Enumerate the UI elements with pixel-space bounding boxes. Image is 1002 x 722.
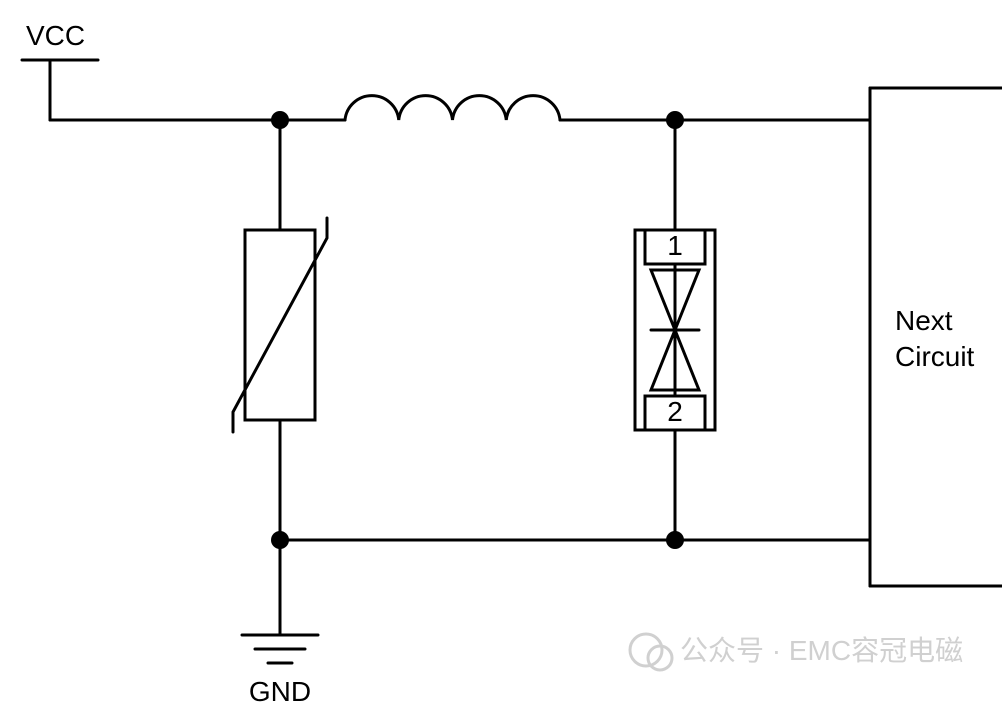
vcc-label: VCC [26, 20, 85, 51]
watermark-text: 公众号 · EMC容冠电磁 [680, 635, 963, 666]
next-circuit-label-2: Circuit [895, 341, 975, 372]
circuit-schematic: VCC 1 2 Next Circuit GND 公众号 · EMC容冠电磁 [0, 0, 1002, 722]
inductor [345, 96, 560, 120]
varistor-slash [233, 218, 327, 432]
gnd-label: GND [249, 676, 311, 707]
tvs-pin1-label: 1 [667, 230, 683, 261]
tvs-pin2-label: 2 [667, 396, 683, 427]
wechat-icon [630, 634, 662, 666]
next-circuit-label-1: Next [895, 305, 953, 336]
